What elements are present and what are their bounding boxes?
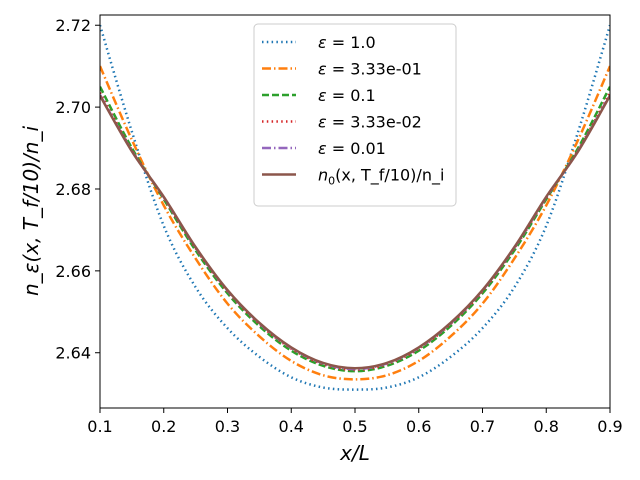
legend-label-3: ε = 3.33e-02 xyxy=(318,113,422,132)
legend-label-4: ε = 0.01 xyxy=(318,139,386,158)
x-axis-label: x/L xyxy=(339,441,370,465)
y-axis-label: n_ε(x, T_f/10)/n_i xyxy=(19,126,43,297)
legend-label-2: ε = 0.1 xyxy=(318,86,376,105)
series-line-2 xyxy=(100,86,610,373)
y-tick-label: 2.72 xyxy=(55,16,91,35)
x-axis: 0.1 0.2 0.3 0.4 0.5 0.6 0.7 0.8 0.9 xyxy=(87,408,623,436)
legend-label-5: n0(x, T_f/10)/n_i xyxy=(318,166,444,188)
x-tick-label: 0.4 xyxy=(279,417,304,436)
legend: ε = 1.0 ε = 3.33e-01 ε = 0.1 ε = 3.33e-02 ε … xyxy=(253,23,457,207)
x-tick-label: 0.2 xyxy=(151,417,176,436)
legend-label-0: ε = 1.0 xyxy=(318,33,376,52)
y-tick-label: 2.68 xyxy=(55,180,91,199)
x-tick-label: 0.8 xyxy=(534,417,559,436)
x-tick-label: 0.3 xyxy=(215,417,240,436)
x-tick-label: 0.1 xyxy=(87,417,112,436)
series-layer xyxy=(100,24,610,391)
series-line-5 xyxy=(100,95,610,370)
x-tick-label: 0.5 xyxy=(342,417,367,436)
x-tick-label: 0.6 xyxy=(406,417,431,436)
legend-label-1: ε = 3.33e-01 xyxy=(318,60,422,79)
y-tick-label: 2.70 xyxy=(55,98,91,117)
series-line-1 xyxy=(100,65,610,381)
x-tick-label: 0.9 xyxy=(597,417,622,436)
x-tick-label: 0.7 xyxy=(470,417,495,436)
legend-frame xyxy=(253,23,457,207)
y-axis: 2.64 2.66 2.68 2.70 2.72 xyxy=(55,16,100,363)
y-tick-label: 2.66 xyxy=(55,262,91,281)
y-tick-label: 2.64 xyxy=(55,344,91,363)
